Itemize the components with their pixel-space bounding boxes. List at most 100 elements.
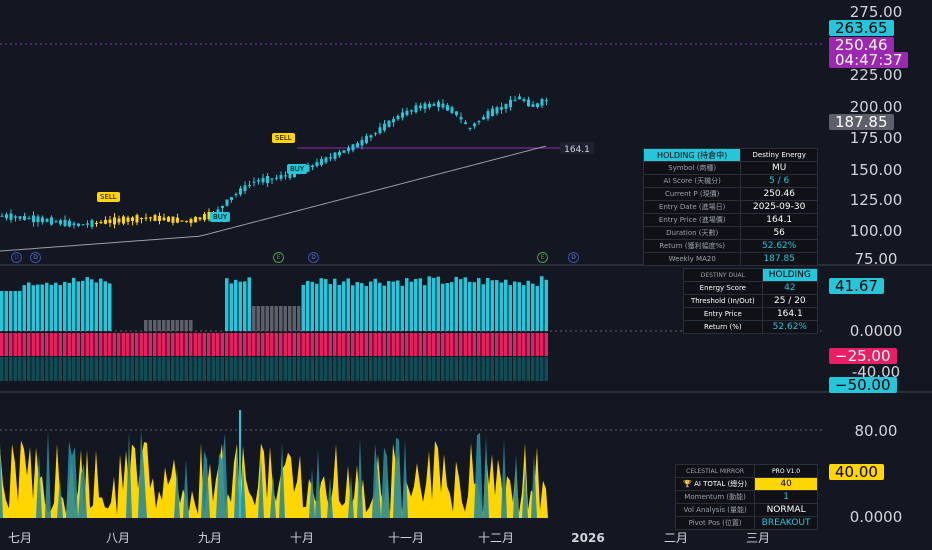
energy-bar [31, 285, 35, 331]
candle-body [374, 133, 377, 135]
candle-body [513, 100, 517, 102]
lower-bar [328, 357, 332, 381]
negative-bar [49, 333, 53, 356]
earnings-marker[interactable]: E [537, 252, 548, 263]
table-value: 250.46 [740, 187, 818, 201]
energy-bar [58, 284, 62, 331]
holding-status: HOLDING (持倉中) [642, 148, 742, 162]
energy-bar [418, 278, 422, 331]
lower-bar [85, 357, 89, 381]
negative-bar [328, 333, 332, 356]
candle-body [414, 105, 418, 113]
candle-body [234, 194, 238, 196]
lower-bar [184, 357, 188, 381]
lower-bar [531, 357, 535, 381]
candle-body [18, 216, 22, 219]
table-label: Pivot Pos (位置) [674, 516, 756, 530]
energy-bar [342, 281, 346, 331]
lower-bar [445, 357, 449, 381]
bottom-tick: 80.00 [855, 422, 898, 440]
candle-body [261, 178, 265, 183]
energy-bar [283, 306, 287, 331]
dividend-marker[interactable]: D [568, 252, 579, 263]
candle-body [198, 217, 202, 220]
dividend-marker[interactable]: D [30, 252, 41, 263]
lower-bar [261, 357, 265, 381]
price-axis[interactable]: 275.00 225.00 200.00 175.00 150.00 125.0… [850, 3, 903, 268]
candle-body [468, 128, 472, 130]
mirror-table: CELESTIAL MIRROR PRO V1.0 🏆 AI TOTAL (總分… [674, 464, 818, 530]
dividend-marker[interactable]: D [308, 252, 319, 263]
price-tick: 100.00 [850, 222, 903, 240]
energy-bar [351, 285, 355, 331]
lower-bar [315, 357, 319, 381]
candle-body [378, 127, 382, 134]
energy-bar [540, 276, 544, 331]
energy-bar [544, 279, 548, 331]
negative-bar [238, 333, 242, 356]
sell-signal[interactable]: SELL [97, 192, 120, 202]
energy-bar [486, 278, 490, 331]
negative-bar [387, 333, 391, 356]
energy-bar [504, 279, 508, 331]
negative-bar [148, 333, 152, 356]
energy-bar [324, 279, 328, 331]
lower-bar [144, 357, 148, 381]
energy-bar [319, 278, 323, 331]
energy-bar [49, 284, 53, 331]
buy-signal[interactable]: BUY [210, 212, 231, 222]
negative-bar [0, 333, 4, 356]
candle-body [320, 158, 323, 166]
time-axis[interactable]: 七月 八月 九月 十月 十一月 十二月 2026 二月 三月 [8, 531, 770, 545]
candle-body [117, 218, 121, 223]
energy-bar [396, 280, 400, 331]
energy-bar [463, 277, 467, 331]
lower-bar [45, 357, 49, 381]
candle-body [180, 220, 184, 222]
countdown-tag: 04:47:37 [829, 52, 909, 68]
sell-signal[interactable]: SELL [272, 133, 295, 143]
lower-bar [274, 357, 278, 381]
lower-bar [229, 357, 233, 381]
candle-body [189, 218, 193, 223]
energy-bar [508, 285, 512, 331]
energy-bar [175, 320, 179, 331]
buy-signal[interactable]: BUY [287, 164, 308, 174]
negative-bar [72, 333, 76, 356]
negative-bar [130, 333, 134, 356]
lower-bar [58, 357, 62, 381]
earnings-marker[interactable]: E [273, 252, 284, 263]
lower-bar [265, 357, 269, 381]
lower-bar [436, 357, 440, 381]
candle-body [185, 220, 188, 222]
negative-bar [432, 333, 436, 356]
negative-bar [45, 333, 49, 356]
table-label: AI Score (天機分) [642, 174, 742, 188]
bottom-axis[interactable]: 80.00 0.0000 [850, 422, 903, 526]
energy-bar [423, 285, 427, 331]
energy-bar [490, 280, 494, 331]
negative-bar [346, 333, 350, 356]
dividend-marker[interactable]: D [11, 252, 22, 263]
candle-body [36, 216, 40, 223]
lower-bar [18, 357, 22, 381]
oscillator-axis[interactable]: 0.0000 -40.00 [850, 322, 903, 381]
lower-bar [337, 357, 341, 381]
lower-bar [472, 357, 476, 381]
lower-bar [13, 357, 17, 381]
energy-bar [387, 281, 391, 331]
energy-bar [103, 281, 107, 331]
time-label: 七月 [8, 531, 32, 545]
lower-bar [486, 357, 490, 381]
energy-bar [495, 280, 499, 331]
negative-bar [337, 333, 341, 356]
momentum-area [0, 430, 548, 518]
lower-bar [526, 357, 530, 381]
lower-bar [301, 357, 305, 381]
table-value: MU [740, 161, 818, 175]
negative-bar [85, 333, 89, 356]
threshold-tag: −25.00 [829, 348, 897, 364]
table-label: Threshold (In/Out) [683, 294, 763, 308]
negative-bar [171, 333, 175, 356]
